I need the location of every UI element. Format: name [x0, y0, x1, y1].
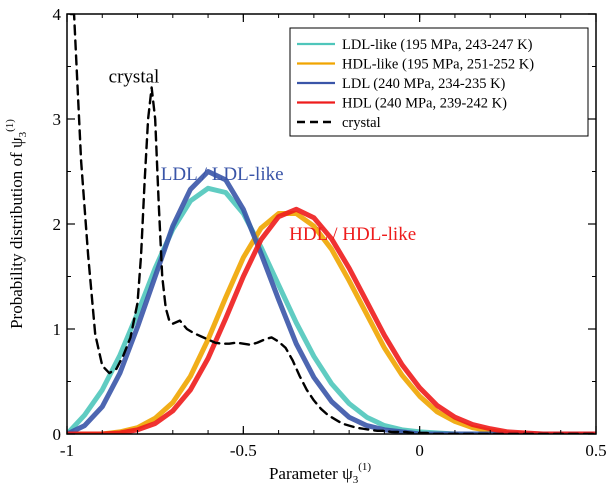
x-axis-label-sub: 3: [353, 474, 359, 486]
x-tick-label: -1: [60, 441, 74, 460]
x-axis-label: Parameter ψ3(1): [269, 461, 371, 486]
x-tick-label: 0.5: [585, 441, 606, 460]
x-tick-label: 0: [415, 441, 424, 460]
legend-label-hdl_like: HDL-like (195 MPa, 251-252 K): [342, 57, 534, 73]
series-layer: [67, 14, 596, 434]
series-line-ldl_like: [67, 185, 596, 434]
y-tick-label: 2: [53, 215, 62, 234]
annotations-layer: crystal LDL / LDL-like HDL / HDL-like: [109, 66, 416, 245]
y-tick-label: 4: [53, 5, 62, 24]
y-tick-label: 1: [53, 320, 62, 339]
y-tick-label: 3: [53, 110, 62, 129]
legend-label-crystal: crystal: [342, 115, 381, 131]
annotation-label: crystal: [109, 66, 160, 87]
series-line-crystal: [69, 14, 596, 434]
x-axis-label-sup: (1): [358, 461, 371, 473]
legend-items: LDL-like (195 MPa, 243-247 K) HDL-like (1…: [297, 37, 534, 131]
x-axis-label-main: Parameter ψ: [269, 464, 353, 483]
y-axis-label-main: Probability distribution of ψ: [7, 137, 26, 329]
x-tick-label: -0.5: [230, 441, 257, 460]
annotation-label: HDL / HDL-like: [289, 224, 416, 245]
y-axis-label-sup: (1): [4, 119, 16, 132]
legend-label-hdl: HDL (240 MPa, 239-242 K): [342, 96, 507, 112]
annotation-label: LDL / LDL-like: [161, 164, 284, 185]
series-line-hdl: [67, 206, 596, 434]
legend-box: [289, 27, 589, 137]
legend-label-ldl_like: LDL-like (195 MPa, 243-247 K): [342, 37, 533, 53]
legend-label-ldl: LDL (240 MPa, 234-235 K): [342, 76, 506, 92]
ticks-layer: -1 -0.5 0 0.5 0 1 2 3 4: [53, 5, 607, 460]
y-axis-label: Probability distribution of ψ3(1): [4, 119, 29, 329]
y-tick-label: 0: [53, 425, 62, 444]
legend: LDL-like (195 MPa, 243-247 K) HDL-like (1…: [289, 27, 589, 137]
y-axis-label-sub: 3: [17, 131, 29, 137]
series-line-ldl: [67, 169, 596, 434]
